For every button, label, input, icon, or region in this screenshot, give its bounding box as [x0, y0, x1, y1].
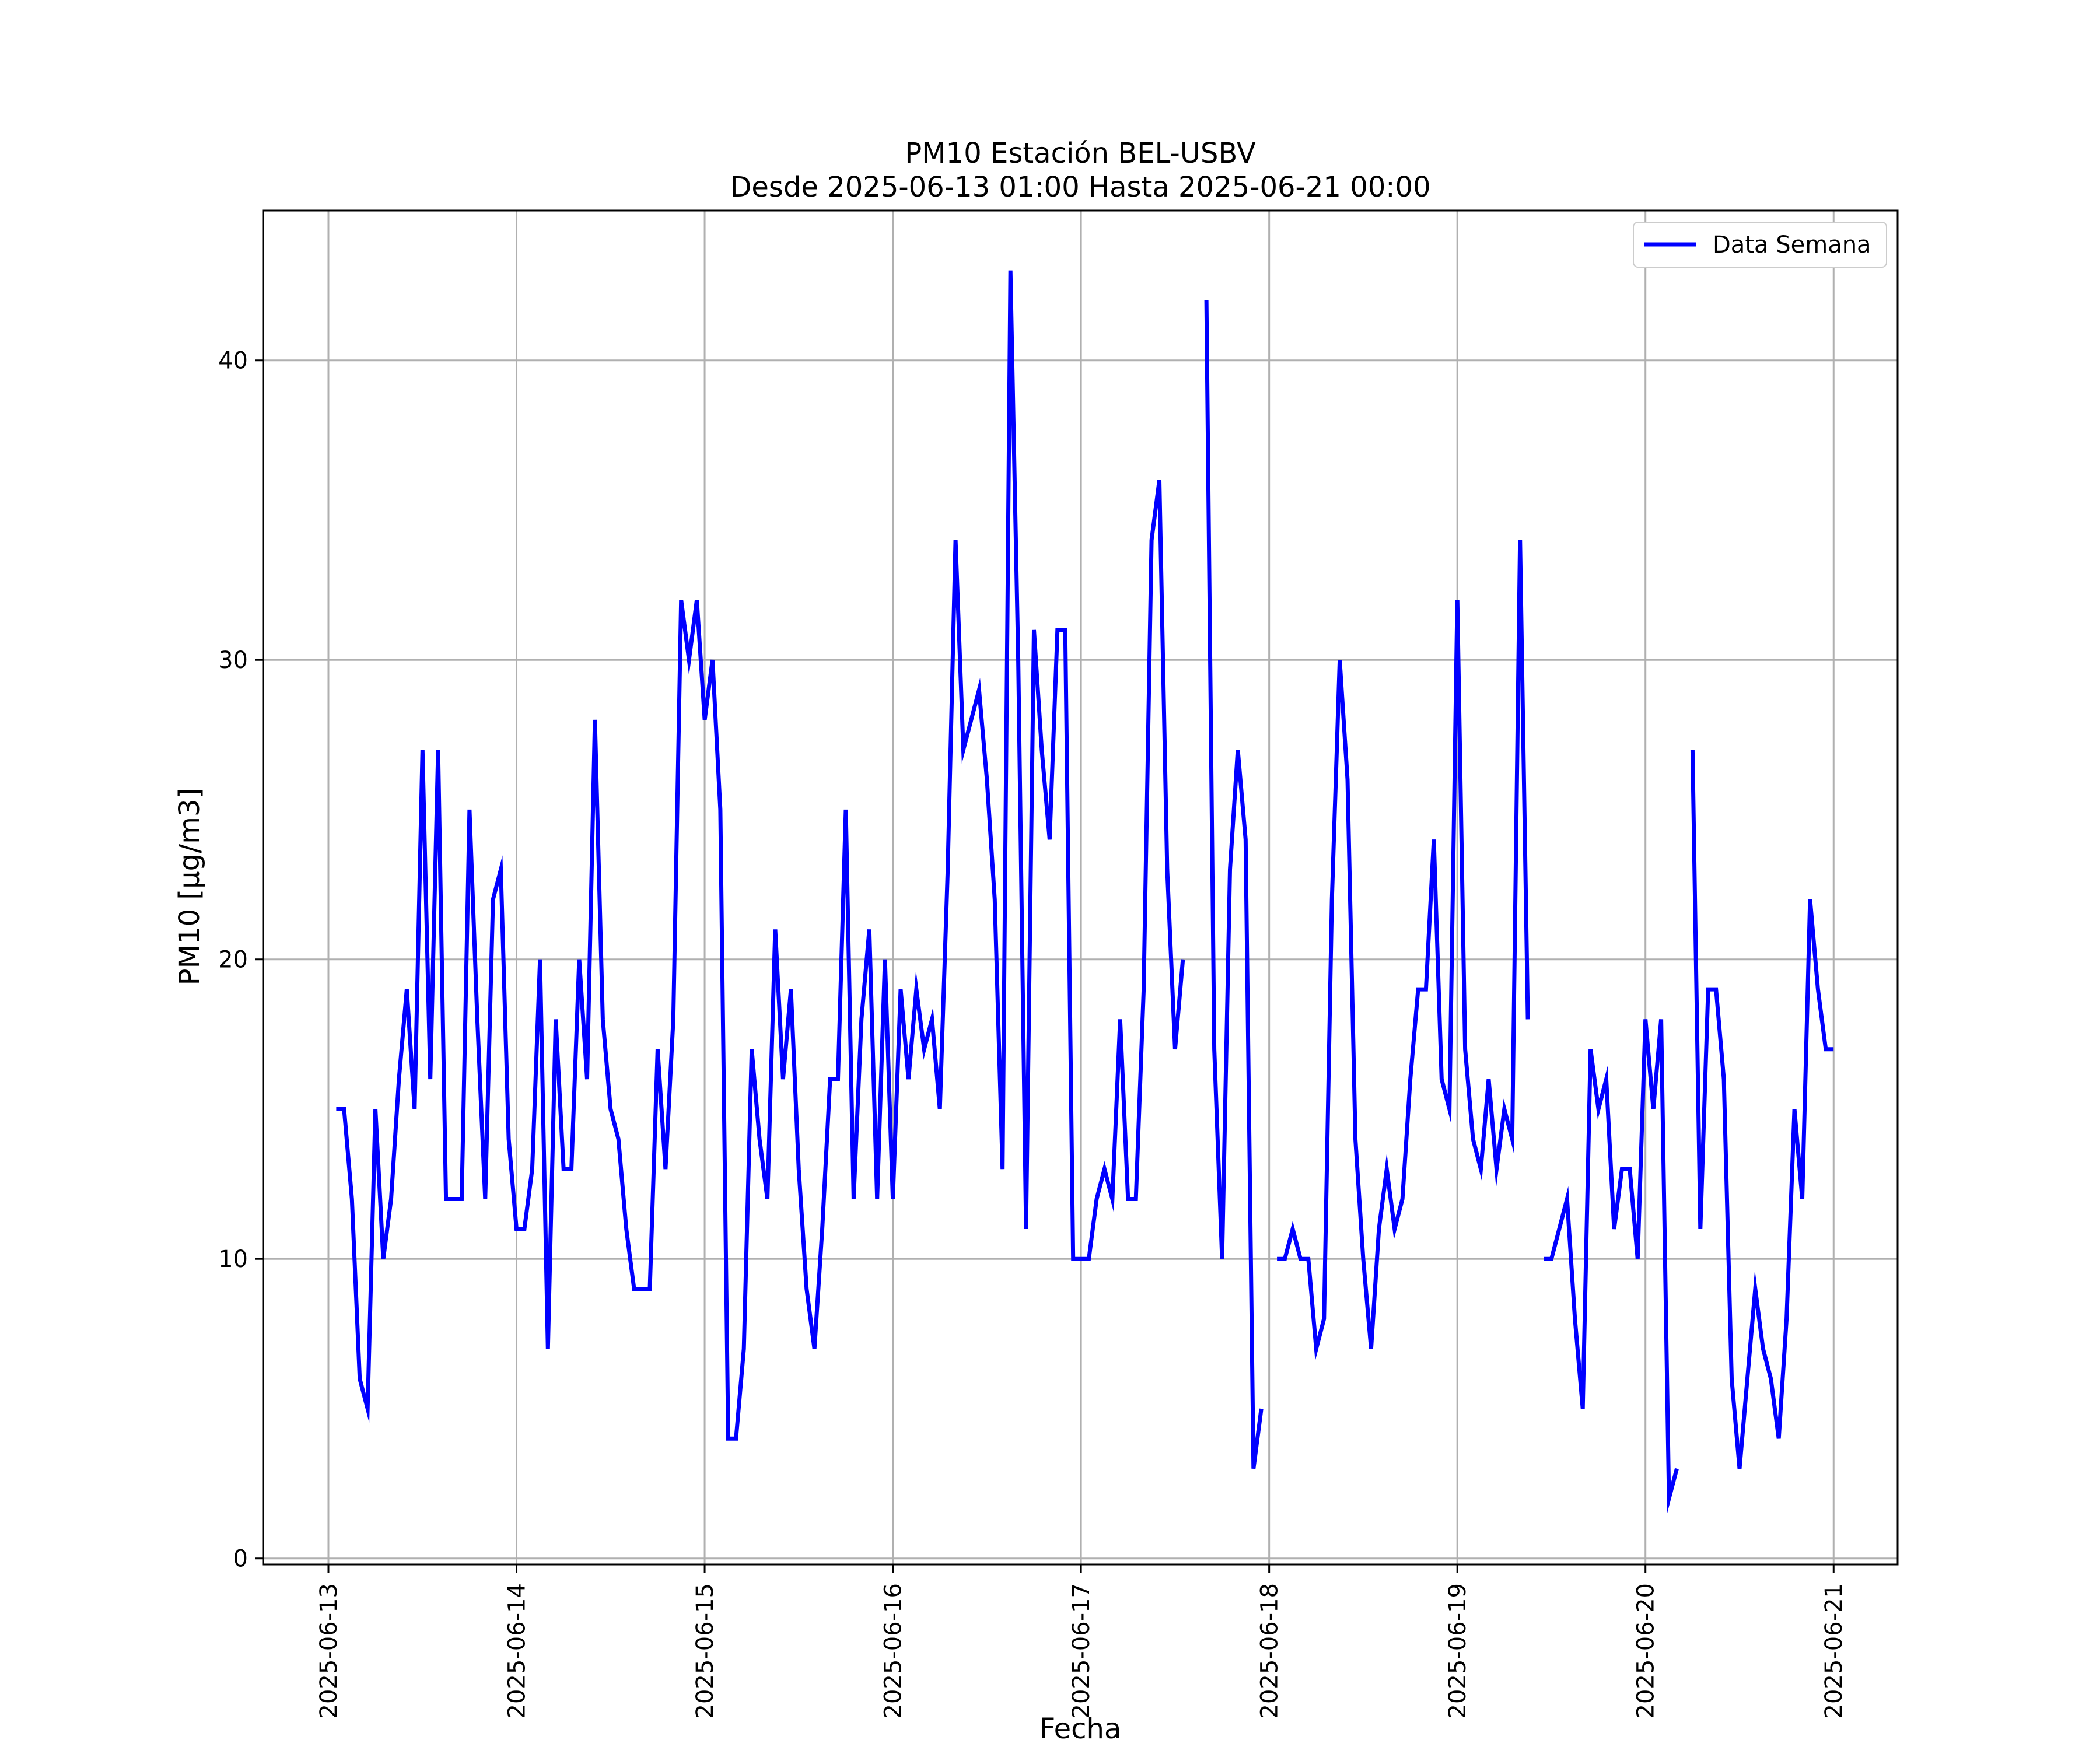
y-tick-label: 40: [218, 348, 248, 374]
series-line: [1544, 1019, 1679, 1514]
legend: Data Semana: [1633, 222, 1887, 268]
y-tick-label: 10: [218, 1246, 248, 1273]
y-tick-label: 30: [218, 647, 248, 674]
x-tick-label: 2025-06-21: [1821, 1583, 1847, 1718]
x-tick-label: 2025-06-18: [1256, 1583, 1283, 1718]
x-tick-label: 2025-06-20: [1633, 1583, 1660, 1718]
y-tick-label: 20: [218, 947, 248, 974]
x-axis-label: Fecha: [1040, 1713, 1122, 1745]
y-axis: 0 10 20 30 40: [218, 348, 263, 1573]
legend-box: [1633, 222, 1887, 268]
series-line: [1277, 540, 1530, 1361]
series-line: [336, 270, 1185, 1441]
series-line: [1690, 750, 1834, 1469]
legend-label: Data Semana: [1713, 232, 1871, 258]
series-line: [1204, 300, 1264, 1469]
x-tick-label: 2025-06-13: [316, 1583, 342, 1718]
x-tick-label: 2025-06-16: [880, 1583, 907, 1718]
x-tick-label: 2025-06-14: [504, 1583, 531, 1718]
chart-title: PM10 Estación BEL-USBV: [905, 137, 1256, 170]
y-tick-label: 0: [233, 1546, 248, 1573]
x-tick-label: 2025-06-19: [1444, 1583, 1471, 1718]
x-tick-label: 2025-06-15: [692, 1583, 719, 1718]
series-line-group: [336, 270, 1834, 1514]
y-axis-label: PM10 [μg/m3]: [173, 788, 206, 986]
x-tick-label: 2025-06-17: [1068, 1583, 1095, 1718]
chart-subtitle: Desde 2025-06-13 01:00 Hasta 2025-06-21 …: [730, 171, 1430, 204]
x-axis: 2025-06-13 2025-06-14 2025-06-15 2025-06-16…: [316, 1564, 1847, 1718]
